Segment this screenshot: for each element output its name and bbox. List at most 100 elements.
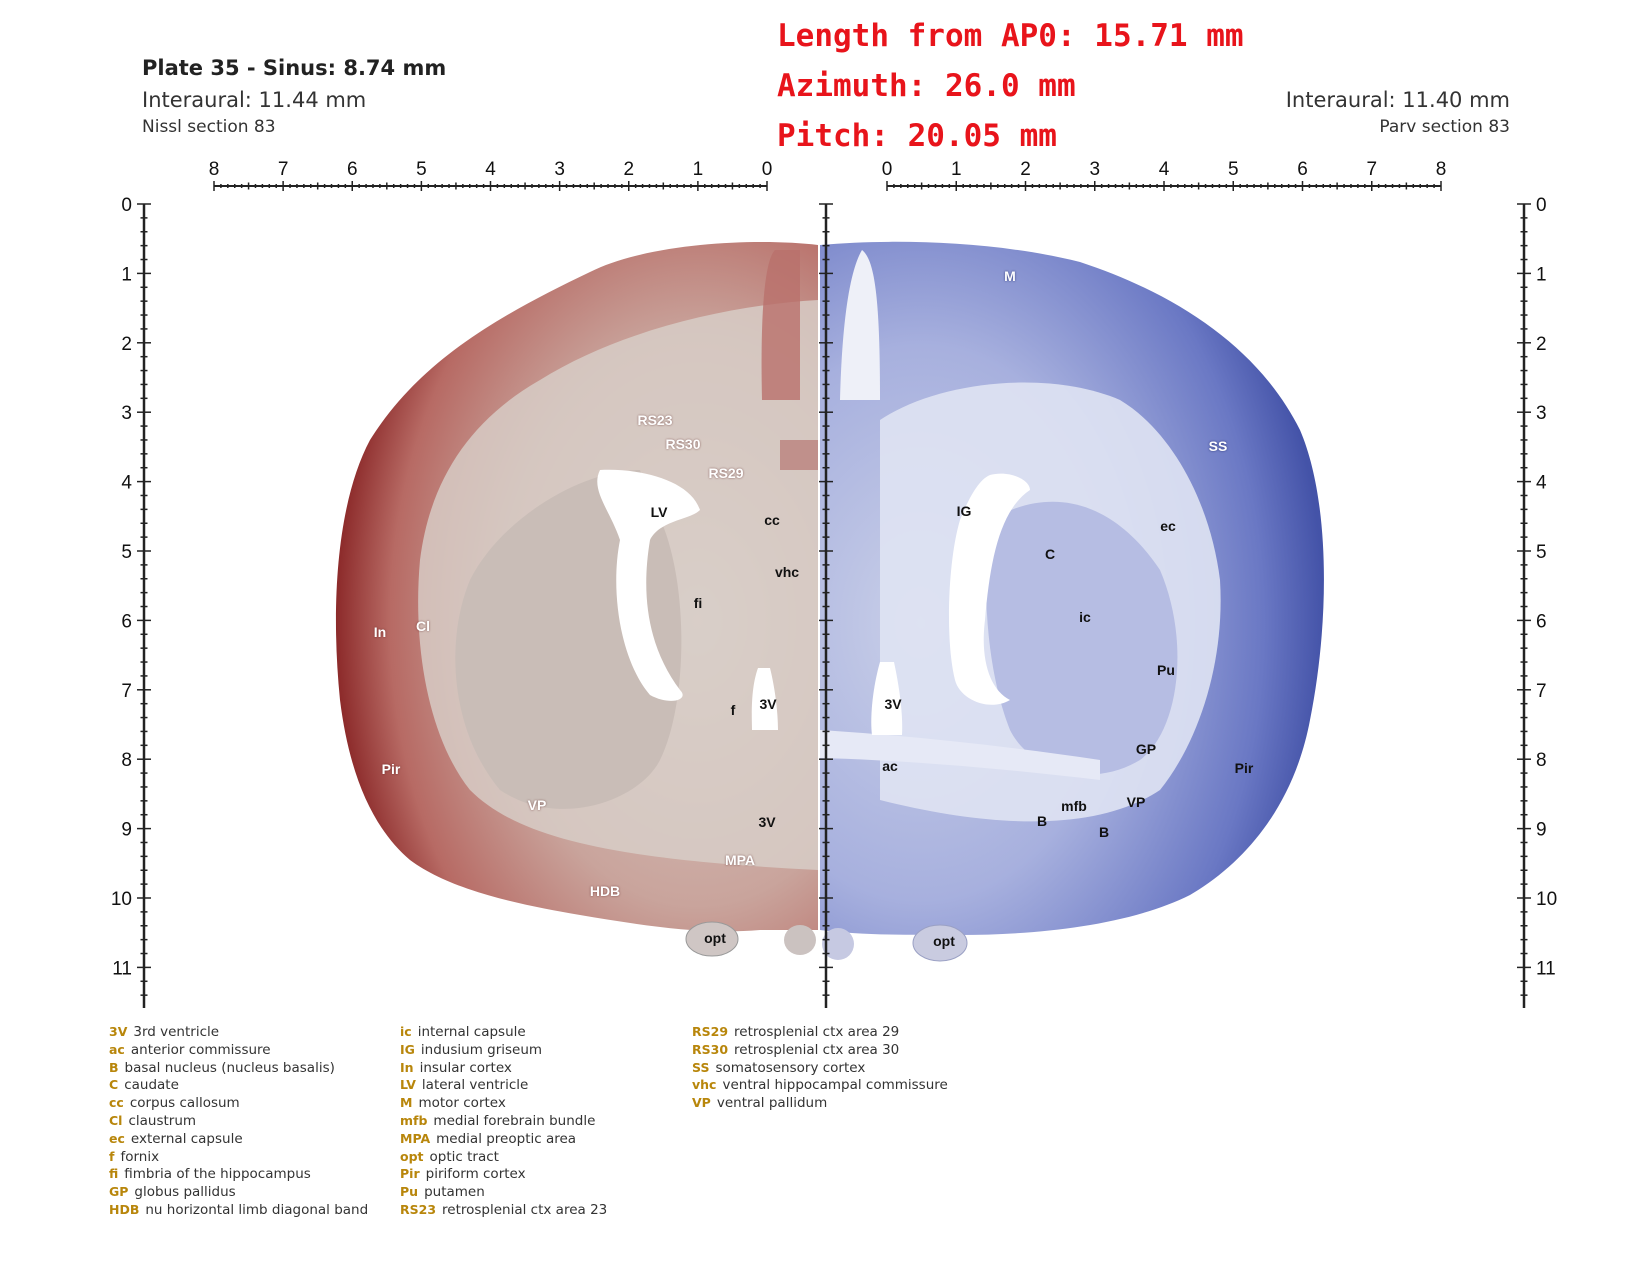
- legend-item: LV lateral ventricle: [400, 1076, 607, 1094]
- legend-abbr: ac: [109, 1041, 125, 1057]
- ruler-label: 2: [623, 159, 634, 180]
- legend-item: vhc ventral hippocampal commissure: [692, 1076, 948, 1094]
- structure-label: In: [373, 624, 387, 640]
- ruler-label: 3: [1089, 159, 1100, 180]
- legend-desc: ventral pallidum: [716, 1095, 828, 1112]
- legend-desc: ventral hippocampal commissure: [722, 1077, 948, 1094]
- ruler-label: 1: [951, 159, 962, 180]
- legend-item: fi fimbria of the hippocampus: [109, 1165, 368, 1183]
- structure-label: mfb: [1061, 798, 1087, 814]
- ruler-label: 6: [121, 611, 132, 632]
- structure-label: 3V: [884, 696, 902, 712]
- legend-item: MPA medial preoptic area: [400, 1130, 607, 1148]
- structure-label: RS29: [708, 465, 744, 481]
- ruler-label: 7: [1366, 159, 1377, 180]
- legend-item: HDB nu horizontal limb diagonal band: [109, 1201, 368, 1219]
- legend-desc: anterior commissure: [130, 1041, 271, 1058]
- legend-abbr: Pir: [400, 1166, 420, 1182]
- ruler-label: 6: [1536, 611, 1547, 632]
- legend-desc: lateral ventricle: [421, 1077, 529, 1094]
- structure-label: 3V: [759, 696, 777, 712]
- legend-abbr: 3V: [109, 1024, 128, 1039]
- structure-label: VP: [527, 797, 547, 813]
- ruler-label: 7: [1536, 681, 1547, 702]
- legend-abbr: opt: [400, 1148, 424, 1164]
- structure-label: GP: [1135, 741, 1157, 757]
- legend-desc: external capsule: [130, 1130, 243, 1147]
- ruler-label: 8: [1536, 750, 1547, 771]
- ruler-label: 9: [121, 820, 132, 841]
- legend-desc: nu horizontal limb diagonal band: [145, 1201, 369, 1218]
- legend-item: mfb medial forebrain bundle: [400, 1112, 607, 1130]
- azimuth-readout: Azimuth: 26.0 mm: [777, 68, 1076, 104]
- legend-item: In insular cortex: [400, 1059, 607, 1077]
- ruler-label: 6: [347, 159, 358, 180]
- ruler-label: 1: [121, 264, 132, 285]
- ruler-label: 3: [554, 159, 565, 180]
- legend-abbr: B: [109, 1059, 119, 1075]
- legend-item: cc corpus callosum: [109, 1094, 368, 1112]
- ruler-label: 8: [121, 750, 132, 771]
- structure-label: B: [1036, 813, 1048, 829]
- legend-item: ec external capsule: [109, 1130, 368, 1148]
- structure-label: HDB: [589, 883, 621, 899]
- legend-abbr: VP: [692, 1095, 711, 1111]
- structure-label: ic: [1079, 609, 1091, 625]
- legend-abbr: IG: [400, 1041, 415, 1057]
- ruler-label: 3: [121, 403, 132, 424]
- structure-label: ac: [882, 758, 898, 774]
- legend-desc: insular cortex: [419, 1059, 512, 1076]
- legend-item: Pir piriform cortex: [400, 1165, 607, 1183]
- legend-abbr: ic: [400, 1024, 412, 1039]
- legend-abbr: HDB: [109, 1201, 140, 1217]
- legend-desc: optic tract: [429, 1148, 499, 1165]
- legend-abbr: fi: [109, 1166, 119, 1182]
- legend-item: VP ventral pallidum: [692, 1094, 948, 1112]
- left-interaural: Interaural: 11.44 mm: [142, 88, 367, 112]
- legend-desc: putamen: [424, 1184, 485, 1201]
- structure-label: opt: [933, 933, 955, 949]
- legend-desc: motor cortex: [418, 1095, 506, 1112]
- ruler-label: 0: [1536, 195, 1547, 216]
- legend-item: RS23 retrosplenial ctx area 23: [400, 1201, 607, 1219]
- ruler-label: 8: [209, 159, 220, 180]
- legend-abbr: GP: [109, 1184, 129, 1200]
- ruler-label: 2: [1020, 159, 1031, 180]
- legend-desc: retrosplenial ctx area 23: [442, 1201, 608, 1218]
- structure-label: LV: [650, 504, 668, 520]
- right-section-label: Parv section 83: [1379, 117, 1510, 137]
- legend-item: Cl claustrum: [109, 1112, 368, 1130]
- legend-desc: caudate: [124, 1077, 179, 1094]
- ruler-label: 11: [1536, 958, 1556, 979]
- legend-abbr: RS30: [692, 1041, 729, 1057]
- legend-desc: fimbria of the hippocampus: [124, 1166, 311, 1183]
- ruler-label: 7: [121, 681, 132, 702]
- nissl-hemisphere: [335, 242, 818, 957]
- ruler-label: 5: [121, 542, 132, 563]
- legend-desc: somatosensory cortex: [715, 1059, 866, 1076]
- legend-desc: medial preoptic area: [436, 1130, 577, 1147]
- legend-desc: fornix: [120, 1148, 160, 1165]
- legend-abbr: MPA: [400, 1130, 431, 1146]
- legend-item: Pu putamen: [400, 1183, 607, 1201]
- structure-label: opt: [704, 930, 726, 946]
- left-section-label: Nissl section 83: [142, 117, 276, 137]
- legend-item: ic internal capsule: [400, 1023, 607, 1041]
- structure-label: SS: [1208, 438, 1228, 454]
- structure-label: Pir: [1234, 760, 1254, 776]
- ruler-label: 4: [485, 159, 496, 180]
- legend-desc: globus pallidus: [134, 1184, 236, 1201]
- pitch-readout: Pitch: 20.05 mm: [777, 118, 1057, 154]
- plate-title: Plate 35 - Sinus: 8.74 mm: [142, 56, 447, 80]
- ruler-label: 1: [1536, 264, 1547, 285]
- ruler-label: 2: [1536, 334, 1547, 355]
- legend-abbr: ec: [109, 1130, 125, 1146]
- legend-abbr: Pu: [400, 1184, 419, 1200]
- structure-label: MPA: [724, 852, 756, 868]
- ruler-label: 10: [111, 889, 132, 910]
